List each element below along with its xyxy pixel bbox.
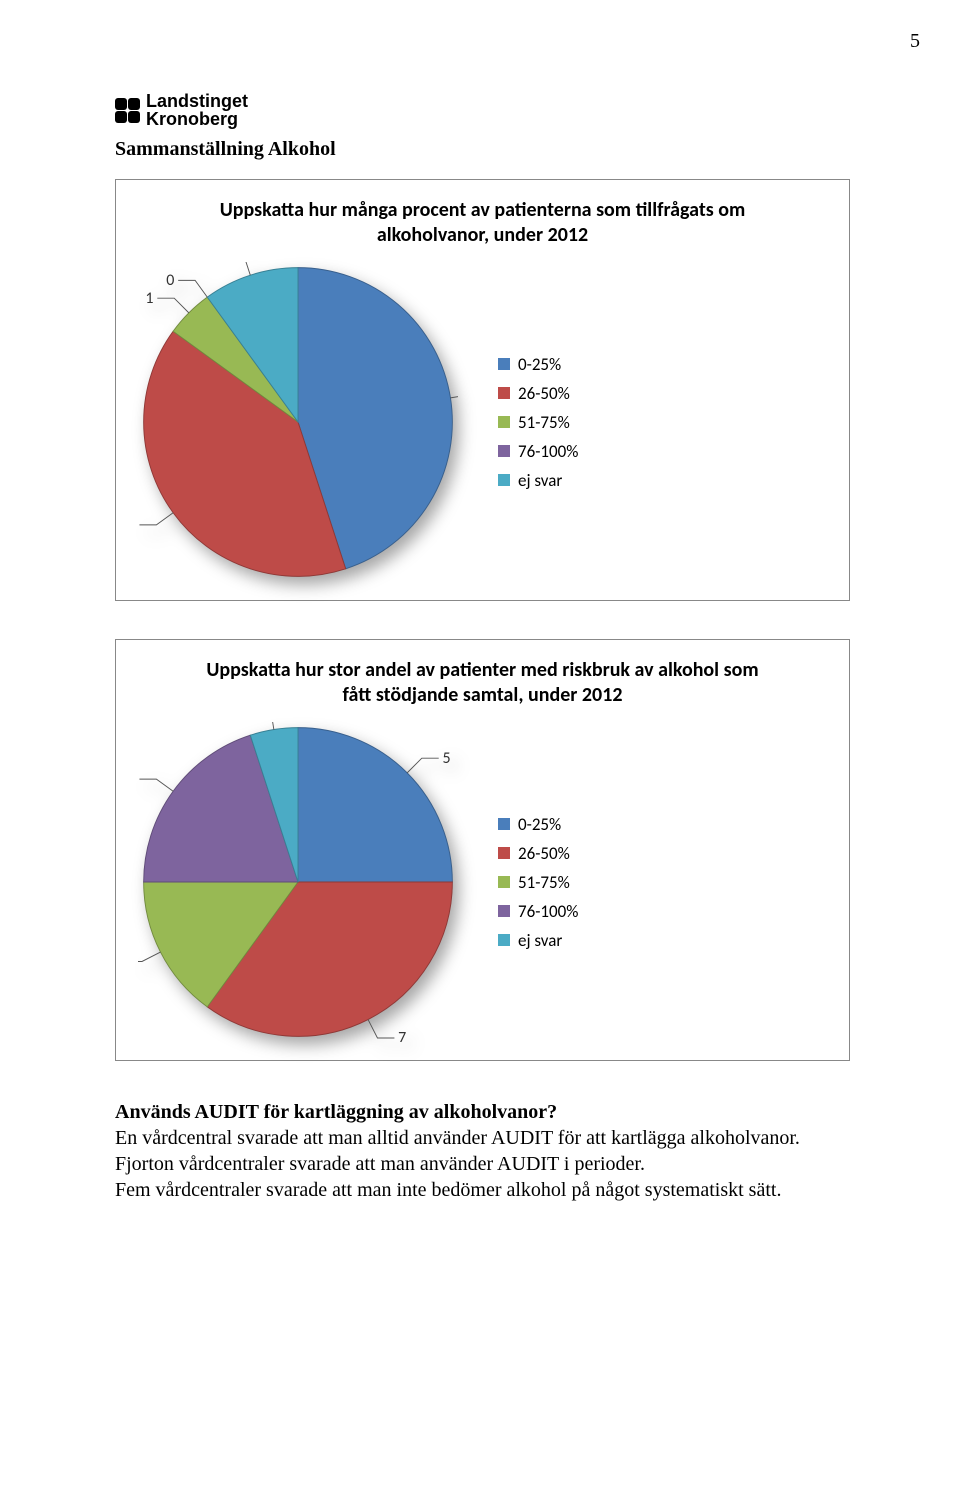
legend-item: 51-75% bbox=[498, 872, 578, 893]
legend-label: ej svar bbox=[518, 470, 562, 491]
body-line1: En vårdcentral svarade att man alltid an… bbox=[115, 1125, 850, 1151]
page-number: 5 bbox=[910, 30, 920, 53]
chart2-container: Uppskatta hur stor andel av patienter me… bbox=[115, 639, 850, 1061]
svg-text:7: 7 bbox=[398, 1029, 406, 1042]
legend-swatch-icon bbox=[498, 905, 510, 917]
svg-text:5: 5 bbox=[442, 749, 450, 768]
legend-label: 26-50% bbox=[518, 843, 570, 864]
svg-text:0: 0 bbox=[166, 271, 174, 290]
logo-mark-icon bbox=[115, 98, 140, 123]
legend-label: 0-25% bbox=[518, 354, 561, 375]
legend-label: ej svar bbox=[518, 930, 562, 951]
legend-label: 76-100% bbox=[518, 441, 578, 462]
legend-item: 76-100% bbox=[498, 901, 578, 922]
legend-label: 51-75% bbox=[518, 412, 570, 433]
legend-swatch-icon bbox=[498, 387, 510, 399]
body-line3: Fem vårdcentraler svarade att man inte b… bbox=[115, 1177, 850, 1203]
chart1-pie: 98102 bbox=[138, 262, 458, 582]
body-question: Används AUDIT för kartläggning av alkoho… bbox=[115, 1099, 850, 1125]
legend-item: 51-75% bbox=[498, 412, 578, 433]
chart1-title: Uppskatta hur många procent av patienter… bbox=[203, 198, 763, 248]
chart2-legend: 0-25% 26-50% 51-75% 76-100% ej svar bbox=[498, 806, 578, 959]
legend-item: 26-50% bbox=[498, 383, 578, 404]
legend-swatch-icon bbox=[498, 818, 510, 830]
svg-text:2: 2 bbox=[215, 262, 223, 265]
legend-swatch-icon bbox=[498, 876, 510, 888]
legend-label: 26-50% bbox=[518, 383, 570, 404]
section-title: Sammanställning Alkohol bbox=[115, 138, 850, 161]
legend-label: 0-25% bbox=[518, 814, 561, 835]
legend-swatch-icon bbox=[498, 474, 510, 486]
chart1-container: Uppskatta hur många procent av patienter… bbox=[115, 179, 850, 601]
legend-swatch-icon bbox=[498, 416, 510, 428]
body-line2: Fjorton vårdcentraler svarade att man an… bbox=[115, 1151, 850, 1177]
svg-text:1: 1 bbox=[145, 289, 153, 308]
logo-line1: Landstinget bbox=[146, 92, 248, 110]
legend-label: 51-75% bbox=[518, 872, 570, 893]
body-text: Används AUDIT för kartläggning av alkoho… bbox=[115, 1099, 850, 1203]
legend-label: 76-100% bbox=[518, 901, 578, 922]
legend-item: 0-25% bbox=[498, 814, 578, 835]
legend-swatch-icon bbox=[498, 934, 510, 946]
legend-item: ej svar bbox=[498, 930, 578, 951]
legend-swatch-icon bbox=[498, 445, 510, 457]
legend-swatch-icon bbox=[498, 358, 510, 370]
chart2-title: Uppskatta hur stor andel av patienter me… bbox=[203, 658, 763, 708]
legend-item: 0-25% bbox=[498, 354, 578, 375]
legend-item: ej svar bbox=[498, 470, 578, 491]
legend-item: 26-50% bbox=[498, 843, 578, 864]
legend-swatch-icon bbox=[498, 847, 510, 859]
legend-item: 76-100% bbox=[498, 441, 578, 462]
logo-line2: Kronoberg bbox=[146, 110, 248, 128]
chart2-pie: 57341 bbox=[138, 722, 458, 1042]
chart1-legend: 0-25% 26-50% 51-75% 76-100% ej svar bbox=[498, 346, 578, 499]
logo: Landstinget Kronoberg bbox=[115, 92, 850, 128]
